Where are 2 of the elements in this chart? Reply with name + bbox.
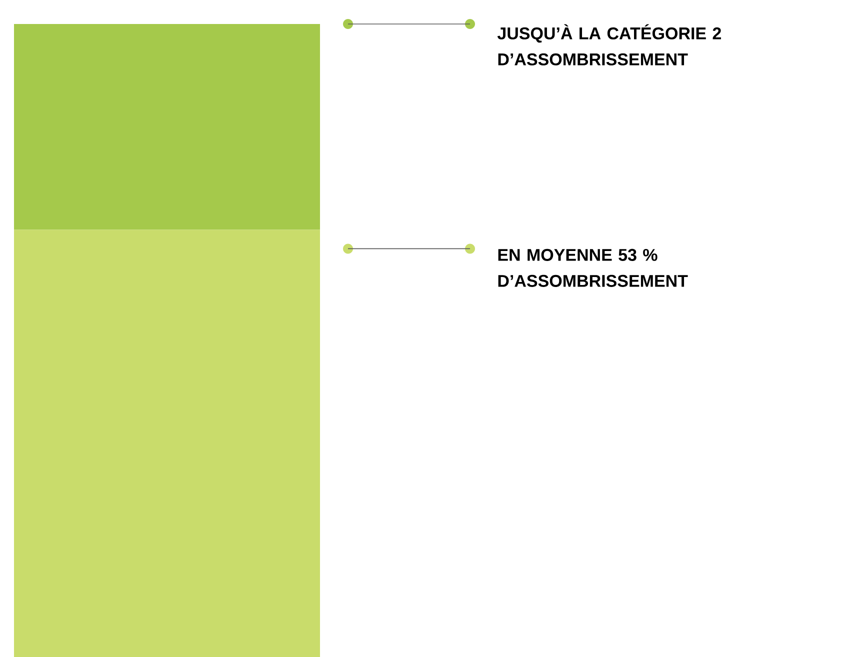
text: JUSQU’À LA CATÉGORIE 2 D’ASSOMBRISSEMENT — [497, 24, 721, 66]
text: EN MOYENNE 53 % D’ASSOMBRISSEMENT — [498, 248, 688, 287]
